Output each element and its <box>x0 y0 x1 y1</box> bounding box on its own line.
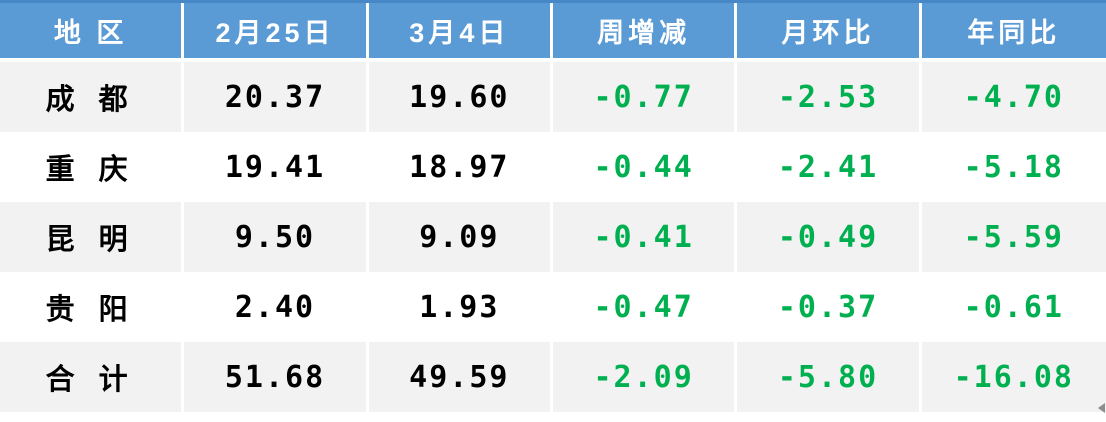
cell-mom-change: -5.80 <box>737 342 922 412</box>
header-cell-region: 地 区 <box>0 3 185 58</box>
header-cell-date-mar4: 3月4日 <box>369 3 553 58</box>
cell-yoy-change: -4.70 <box>963 79 1064 115</box>
cell-week-change: -2.09 <box>553 342 738 412</box>
cell-feb25-value: 51.68 <box>184 342 369 412</box>
cell-region: 合 计 <box>0 342 185 412</box>
table-row-kunming: 昆 明 9.50 9.09 -0.41 -0.49 -5.59 <box>0 202 1106 272</box>
cell-week-change: -0.47 <box>553 272 738 342</box>
table-header-row: 地 区 2月25日 3月4日 周增减 月环比 年同比 <box>0 0 1106 62</box>
cell-yoy-change: -5.18 <box>963 149 1064 185</box>
header-cell-yoy-change: 年同比 <box>967 18 1061 48</box>
cell-yoy-change: -16.08 <box>953 359 1074 395</box>
cell-region: 贵 阳 <box>0 272 185 342</box>
cell-yoy-change: -5.59 <box>963 219 1064 255</box>
header-cell-date-feb25: 2月25日 <box>184 3 369 58</box>
cell-mom-change: -0.37 <box>737 272 922 342</box>
header-cell-mom-change: 月环比 <box>737 3 922 58</box>
cell-week-change: -0.77 <box>553 62 738 132</box>
cell-mar4-value: 9.09 <box>369 202 553 272</box>
cell-feb25-value: 19.41 <box>184 132 369 202</box>
table-row-chongqing: 重 庆 19.41 18.97 -0.44 -2.41 -5.18 <box>0 132 1106 202</box>
cell-feb25-value: 20.37 <box>184 62 369 132</box>
cell-region: 昆 明 <box>0 202 185 272</box>
header-cell-week-change: 周增减 <box>553 3 738 58</box>
cell-yoy-change: -0.61 <box>963 289 1064 325</box>
cell-mar4-value: 49.59 <box>369 342 553 412</box>
cell-feb25-value: 9.50 <box>184 202 369 272</box>
cell-feb25-value: 2.40 <box>184 272 369 342</box>
cell-mom-change: -0.49 <box>737 202 922 272</box>
cell-region: 重 庆 <box>0 132 185 202</box>
scroll-left-arrow-icon <box>1098 403 1105 413</box>
cell-week-change: -0.41 <box>553 202 738 272</box>
table-row-chengdu: 成 都 20.37 19.60 -0.77 -2.53 -4.70 <box>0 62 1106 132</box>
cell-region: 成 都 <box>0 62 185 132</box>
cell-week-change: -0.44 <box>553 132 738 202</box>
cell-mom-change: -2.53 <box>737 62 922 132</box>
cell-mar4-value: 19.60 <box>369 62 553 132</box>
cell-mar4-value: 1.93 <box>369 272 553 342</box>
table-row-total: 合 计 51.68 49.59 -2.09 -5.80 -16.08 <box>0 342 1106 412</box>
cell-mom-change: -2.41 <box>737 132 922 202</box>
table-row-guiyang: 贵 阳 2.40 1.93 -0.47 -0.37 -0.61 <box>0 272 1106 342</box>
cell-mar4-value: 18.97 <box>369 132 553 202</box>
